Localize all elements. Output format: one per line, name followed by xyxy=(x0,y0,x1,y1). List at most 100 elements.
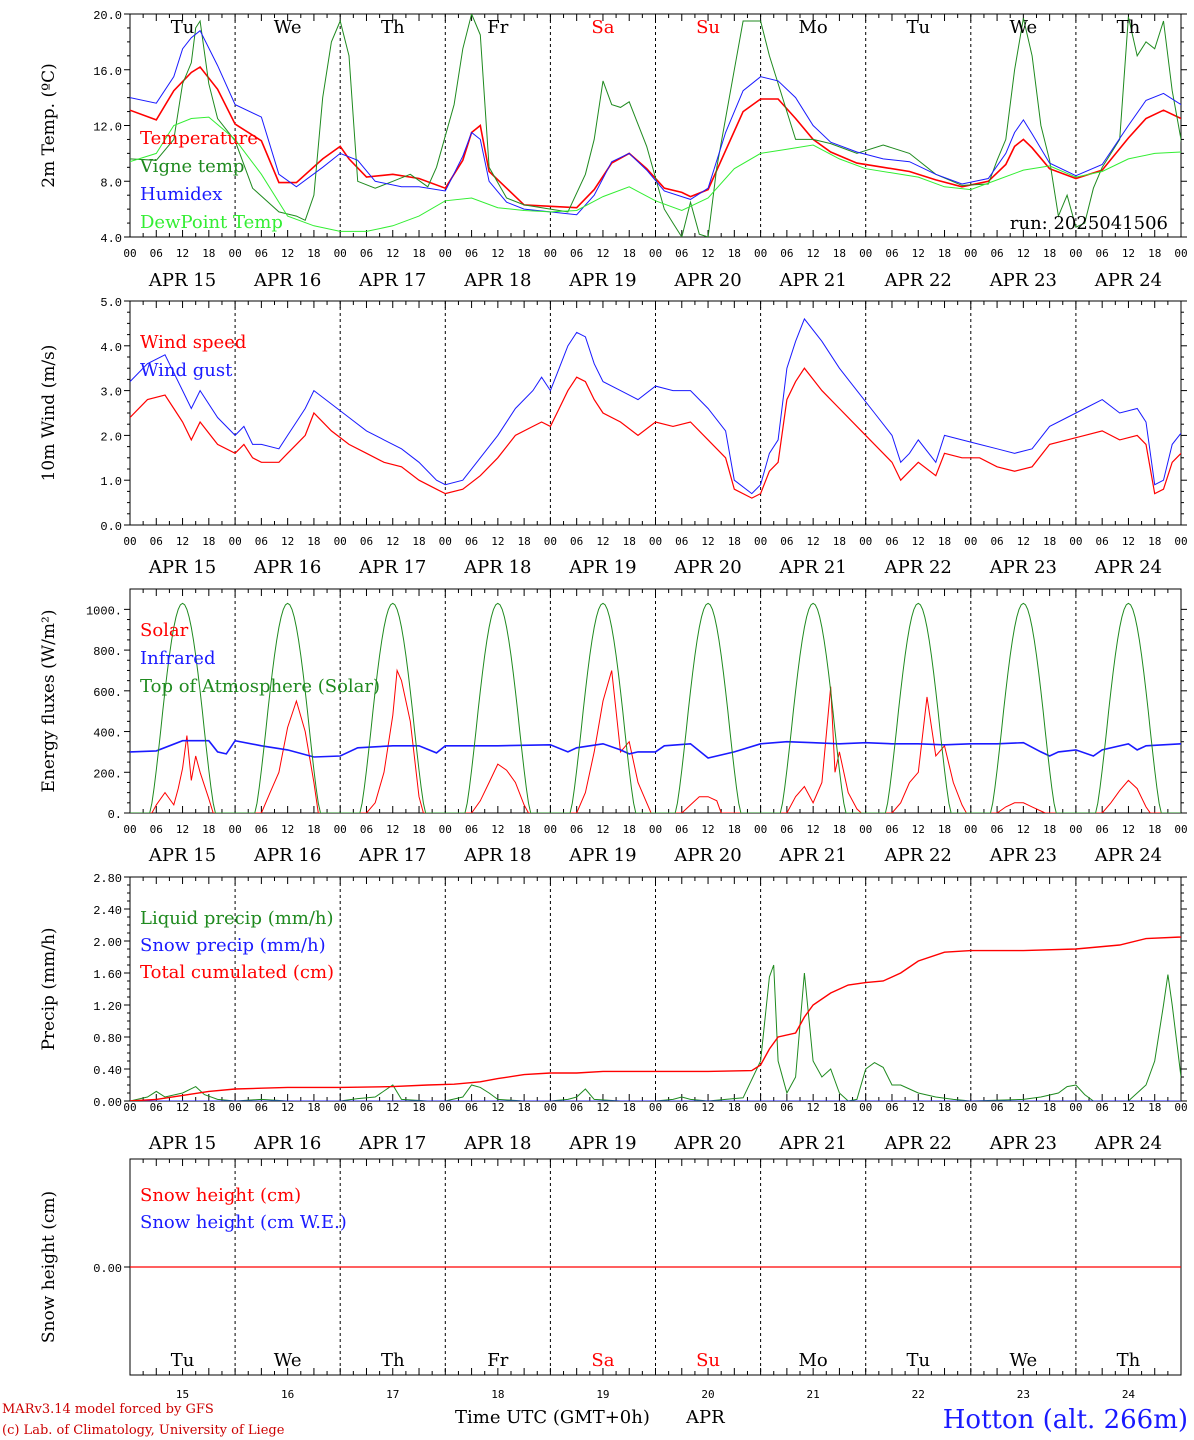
day-of-week-label: Tu xyxy=(171,17,195,38)
hour-tick-label: 12 xyxy=(386,1101,399,1114)
panel-1: 4.0 8.0 12.0 16.0 20.0 2m Temp. (ºC) Temperatu… xyxy=(39,9,1188,291)
hour-tick-label: 18 xyxy=(307,823,320,836)
hour-tick-label: 06 xyxy=(780,823,793,836)
hour-tick-label: 18 xyxy=(202,823,215,836)
hour-tick-label: 00 xyxy=(1174,535,1187,548)
hour-tick-label: 06 xyxy=(255,1101,268,1114)
hour-tick-label: 12 xyxy=(281,535,294,548)
hour-tick-label: 18 xyxy=(728,535,741,548)
legend-entry: Solar xyxy=(140,620,189,641)
date-label: APR 24 xyxy=(1094,845,1162,866)
hour-tick-label: 12 xyxy=(596,535,609,548)
y-tick-label: 2.0 xyxy=(100,430,122,444)
hour-tick-label: 06 xyxy=(465,535,478,548)
hour-tick-label: 12 xyxy=(1017,823,1030,836)
day-of-week-label: We xyxy=(274,1350,302,1371)
hour-tick-label: 06 xyxy=(1096,535,1109,548)
hour-tick-label: 06 xyxy=(885,247,898,260)
hour-tick-label: 12 xyxy=(1122,1101,1135,1114)
hour-tick-label: 18 xyxy=(412,823,425,836)
y-tick-label: 1.60 xyxy=(93,968,122,982)
hour-tick-label: 12 xyxy=(807,1101,820,1114)
hour-tick-label: 18 xyxy=(1148,535,1161,548)
y-axis-label: 10m Wind (m/s) xyxy=(39,345,59,482)
day-number-label: 18 xyxy=(491,1388,504,1401)
hour-tick-label: 18 xyxy=(1148,1101,1161,1114)
y-tick-label: 0.00 xyxy=(93,1096,122,1110)
hour-tick-label: 12 xyxy=(176,247,189,260)
date-label: APR 21 xyxy=(779,845,847,866)
hour-tick-label: 12 xyxy=(701,535,714,548)
y-tick-label: 400. xyxy=(93,727,122,741)
hour-tick-label: 06 xyxy=(675,535,688,548)
y-tick-label: 3.0 xyxy=(100,386,122,400)
date-label: APR 21 xyxy=(779,270,847,291)
y-tick-label: 4.0 xyxy=(100,232,122,246)
hour-tick-label: 18 xyxy=(623,247,636,260)
hour-tick-label: 00 xyxy=(964,247,977,260)
hour-tick-label: 00 xyxy=(123,535,136,548)
x-axis-label: Time UTC (GMT+0h) xyxy=(455,1407,650,1428)
hour-tick-label: 06 xyxy=(1096,247,1109,260)
date-label: APR 16 xyxy=(253,270,321,291)
date-label: APR 16 xyxy=(253,845,321,866)
hour-tick-label: 00 xyxy=(439,823,452,836)
hour-tick-label: 18 xyxy=(202,247,215,260)
station-name: Hotton (alt. 266m) xyxy=(943,1405,1188,1435)
hour-tick-label: 00 xyxy=(859,1101,872,1114)
hour-tick-label: 18 xyxy=(202,535,215,548)
hour-tick-label: 06 xyxy=(675,823,688,836)
hour-tick-label: 00 xyxy=(754,247,767,260)
date-label: APR 22 xyxy=(884,845,952,866)
legend-entry: Infrared xyxy=(140,648,215,669)
hour-tick-label: 12 xyxy=(491,247,504,260)
day-number-label: 22 xyxy=(912,1388,925,1401)
hour-tick-label: 06 xyxy=(360,823,373,836)
hour-tick-label: 00 xyxy=(859,823,872,836)
hour-tick-label: 00 xyxy=(439,247,452,260)
hour-tick-label: 18 xyxy=(307,535,320,548)
hour-tick-label: 06 xyxy=(675,1101,688,1114)
y-tick-label: 2.80 xyxy=(93,872,122,886)
legend-entry: Total cumulated (cm) xyxy=(140,962,334,983)
day-number-label: 16 xyxy=(281,1388,294,1401)
hour-tick-label: 00 xyxy=(649,535,662,548)
hour-tick-label: 00 xyxy=(439,1101,452,1114)
date-label: APR 24 xyxy=(1094,557,1162,578)
date-label: APR 22 xyxy=(884,270,952,291)
hour-tick-label: 12 xyxy=(386,823,399,836)
hour-tick-label: 06 xyxy=(465,1101,478,1114)
day-number-label: 15 xyxy=(176,1388,189,1401)
hour-tick-label: 12 xyxy=(701,823,714,836)
day-of-week-label: Mo xyxy=(799,17,828,38)
hour-tick-label: 18 xyxy=(518,823,531,836)
hour-tick-label: 12 xyxy=(386,535,399,548)
day-of-week-label: Sa xyxy=(591,17,614,38)
panel-2: 0.0 1.0 2.0 3.0 4.0 5.0 10m Wind (m/s) Wind spe… xyxy=(39,296,1188,578)
hour-tick-label: 00 xyxy=(754,535,767,548)
y-tick-label: 20.0 xyxy=(93,9,122,23)
hour-tick-label: 12 xyxy=(1122,535,1135,548)
hour-tick-label: 00 xyxy=(228,247,241,260)
date-label: APR 17 xyxy=(358,845,426,866)
hour-tick-label: 12 xyxy=(1017,1101,1030,1114)
run-label: run: 2025041506 xyxy=(1010,213,1168,234)
legend-entry: Humidex xyxy=(140,184,222,205)
date-label: APR 16 xyxy=(253,557,321,578)
hour-tick-label: 12 xyxy=(491,1101,504,1114)
hour-tick-label: 18 xyxy=(623,1101,636,1114)
day-number-label: 17 xyxy=(386,1388,399,1401)
hour-tick-label: 12 xyxy=(701,1101,714,1114)
hour-tick-label: 00 xyxy=(754,823,767,836)
legend-entry: Snow height (cm) xyxy=(140,1185,301,1206)
day-of-week-label: Su xyxy=(696,17,720,38)
hour-tick-label: 00 xyxy=(334,1101,347,1114)
series-group xyxy=(130,602,1181,813)
hour-tick-label: 00 xyxy=(228,535,241,548)
hour-tick-label: 00 xyxy=(334,535,347,548)
hour-tick-label: 06 xyxy=(360,247,373,260)
date-label: APR 17 xyxy=(358,270,426,291)
hour-tick-label: 06 xyxy=(885,1101,898,1114)
hour-tick-label: 00 xyxy=(754,1101,767,1114)
hour-tick-label: 00 xyxy=(1174,823,1187,836)
